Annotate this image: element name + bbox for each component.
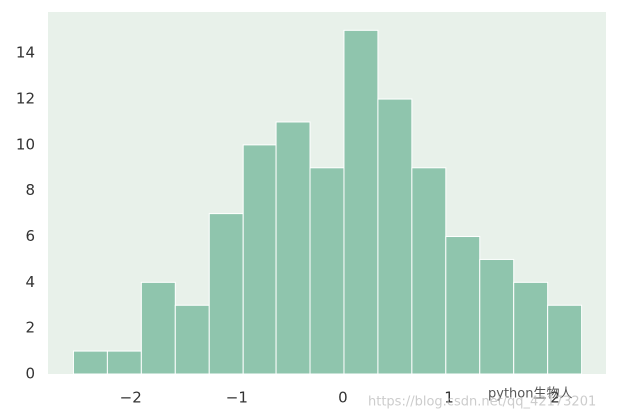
x-tick-label: 1: [444, 389, 454, 407]
bar: [174, 304, 210, 375]
watermark: https://blog.csdn.net/qq_42173201: [368, 395, 596, 410]
bar: [445, 236, 481, 375]
bar: [275, 121, 311, 375]
x-tick-label: −2: [120, 389, 142, 407]
y-tick-label: 12: [16, 90, 35, 108]
bar: [547, 304, 583, 375]
watermark: python生物人: [488, 387, 572, 402]
bar: [208, 213, 244, 375]
y-tick-label: 6: [25, 227, 35, 245]
bar: [309, 167, 345, 375]
y-tick-label: 4: [25, 273, 35, 291]
bar: [343, 29, 379, 375]
bar: [106, 350, 142, 375]
y-tick-label: 8: [25, 181, 35, 199]
y-tick-label: 10: [16, 135, 35, 153]
x-tick-label: −1: [226, 389, 248, 407]
y-tick-label: 14: [16, 44, 35, 62]
bar: [377, 98, 413, 375]
y-tick-label: 0: [25, 365, 35, 383]
bar: [513, 281, 549, 375]
bar: [140, 281, 176, 375]
y-tick-label: 2: [25, 319, 35, 337]
bar: [72, 350, 108, 375]
x-tick-label: 0: [338, 389, 348, 407]
bar: [411, 167, 447, 375]
bar: [479, 258, 515, 375]
x-tick-label: 2: [550, 389, 560, 407]
bar: [242, 144, 277, 375]
